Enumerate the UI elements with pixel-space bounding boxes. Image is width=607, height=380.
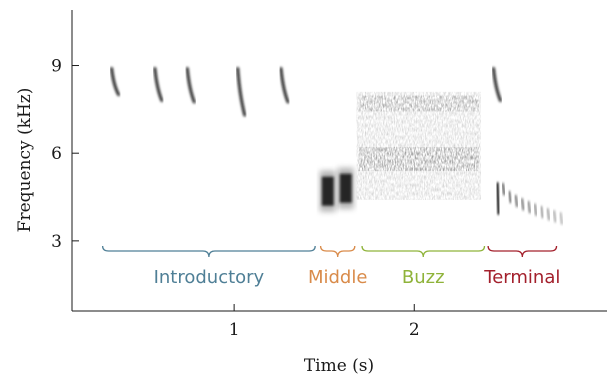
terminal-tail-stroke <box>559 212 564 225</box>
x-axis-title: Time (s) <box>304 356 374 376</box>
note-downsweep <box>279 67 290 104</box>
terminal-tail-stroke <box>514 194 519 208</box>
terminal-tail-stroke <box>508 190 512 204</box>
y-axis-title: Frequency (kHz) <box>15 88 35 233</box>
terminal-tail-stroke <box>520 198 525 211</box>
terminal-tail-stroke <box>552 210 557 223</box>
section-label: Middle <box>308 267 367 288</box>
buzz-band-upper <box>358 95 479 112</box>
terminal-tail-stroke <box>527 201 532 214</box>
section-bracket <box>361 245 486 258</box>
section-bracket <box>319 245 356 258</box>
y-tick-label: 6 <box>51 144 62 164</box>
section-bracket <box>487 245 558 258</box>
section-bracket <box>101 245 316 258</box>
note-downsweep <box>153 67 164 102</box>
axes <box>71 10 607 312</box>
y-tick-label: 9 <box>51 57 62 77</box>
terminal-tail-stroke <box>533 203 538 216</box>
terminal-tail-stroke <box>540 205 544 219</box>
terminal-tail-stroke <box>546 208 551 221</box>
y-tick-label: 3 <box>51 232 62 252</box>
note-downsweep <box>236 67 247 117</box>
buzz-band-lower <box>358 147 479 172</box>
ticks: 1 2 3 6 9 <box>51 57 419 340</box>
section-label: Introductory <box>154 267 265 288</box>
note-downsweep <box>110 67 120 97</box>
middle-note <box>339 173 352 203</box>
section-label: Terminal <box>483 267 560 288</box>
note-downsweep <box>492 67 502 102</box>
section-brackets: Introductory Middle Buzz Terminal <box>101 245 560 288</box>
section-label: Buzz <box>402 267 445 288</box>
terminal-tail-stroke <box>501 183 506 196</box>
spectrogram-marks <box>110 42 564 225</box>
x-tick-label: 1 <box>229 320 240 340</box>
x-tick-label: 2 <box>409 320 420 340</box>
note-downsweep <box>185 67 196 104</box>
terminal-stem <box>495 182 501 215</box>
middle-note <box>321 176 334 206</box>
plot-area <box>72 10 607 311</box>
